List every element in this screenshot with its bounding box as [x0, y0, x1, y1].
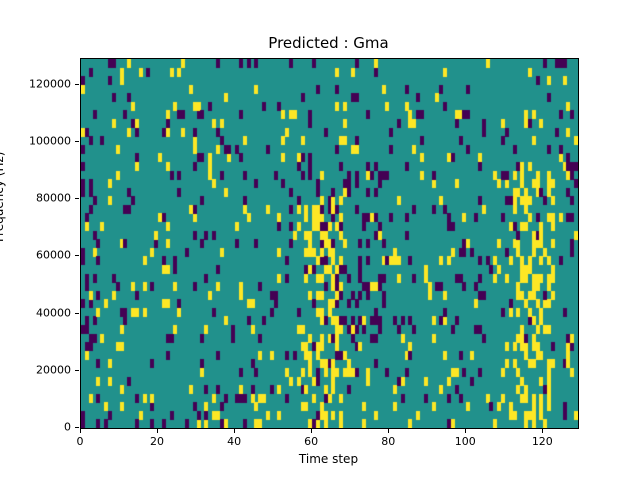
y-tick-label: 60000 — [36, 248, 71, 262]
x-tick-label: 120 — [531, 435, 553, 448]
y-tick-mark — [75, 312, 79, 314]
x-tick-label: 0 — [76, 435, 84, 448]
plot-area — [80, 58, 579, 429]
x-tick-mark — [388, 429, 390, 433]
x-tick-mark — [311, 429, 313, 433]
heatmap-canvas — [81, 59, 578, 428]
x-tick-mark — [157, 429, 159, 433]
y-tick-label: 100000 — [29, 134, 71, 148]
x-tick-mark — [234, 429, 236, 433]
y-tick-label: 20000 — [36, 363, 71, 377]
x-tick-label: 40 — [227, 435, 242, 448]
x-tick-label: 80 — [381, 435, 396, 448]
y-tick-label: 120000 — [29, 77, 71, 91]
x-tick-label: 60 — [304, 435, 319, 448]
y-tick-mark — [75, 369, 79, 371]
x-axis-label: Time step — [298, 452, 359, 466]
chart-title: Predicted : Gma — [268, 34, 389, 52]
x-tick-label: 100 — [454, 435, 476, 448]
y-tick-mark — [75, 427, 79, 428]
x-tick-label: 20 — [150, 435, 165, 448]
y-tick-mark — [75, 83, 79, 85]
x-tick-mark — [542, 429, 544, 433]
y-tick-label: 0 — [64, 420, 71, 434]
x-tick-mark — [465, 429, 467, 433]
y-tick-label: 80000 — [36, 191, 71, 205]
y-tick-mark — [75, 255, 79, 257]
y-tick-mark — [75, 198, 79, 200]
y-tick-mark — [75, 140, 79, 142]
x-tick-mark — [80, 429, 81, 433]
y-tick-label: 40000 — [36, 306, 71, 320]
